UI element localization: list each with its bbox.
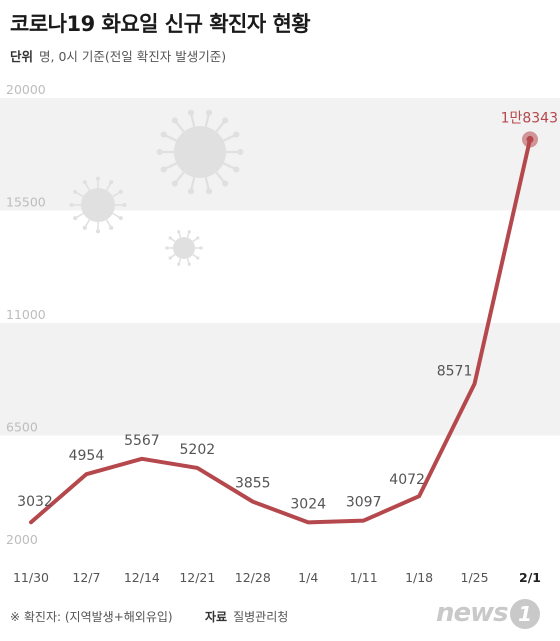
x-tick-label: 2/1 bbox=[519, 570, 541, 585]
x-tick-label: 12/21 bbox=[179, 570, 215, 585]
unit-line: 단위 명, 0시 기준(전일 확진자 발생기준) bbox=[10, 46, 226, 65]
series-line-layer bbox=[29, 131, 538, 525]
data-label: 3032 bbox=[17, 494, 53, 510]
y-tick-label: 11000 bbox=[6, 307, 46, 322]
data-label: 4072 bbox=[389, 472, 425, 488]
y-tick-label: 2000 bbox=[6, 532, 38, 547]
y-tick-label: 15500 bbox=[6, 195, 46, 210]
x-axis-ticks: 11/30 12/7 12/14 12/21 12/28 1/4 1/11 1/18 1/25 2… bbox=[13, 570, 541, 585]
grid-band bbox=[0, 323, 560, 436]
unit-label: 단위 bbox=[10, 49, 34, 64]
logo-badge: 1 bbox=[509, 598, 540, 629]
news1-logo: news 1 bbox=[436, 598, 540, 629]
x-tick-label: 12/28 bbox=[235, 570, 271, 585]
x-tick-label: 1/18 bbox=[405, 570, 433, 585]
x-tick-label: 1/11 bbox=[350, 570, 378, 585]
data-label: 5567 bbox=[124, 433, 160, 449]
x-tick-label: 1/4 bbox=[298, 570, 318, 585]
y-tick-label: 6500 bbox=[6, 420, 38, 435]
data-label: 1만8343 bbox=[501, 110, 558, 126]
grid-band bbox=[0, 98, 560, 211]
data-label: 5202 bbox=[180, 442, 216, 458]
source-text: 질병관리청 bbox=[233, 610, 289, 624]
source-label: 자료 bbox=[205, 610, 228, 624]
data-label: 3024 bbox=[290, 496, 326, 512]
x-tick-label: 1/25 bbox=[461, 570, 489, 585]
virus-icon bbox=[156, 109, 244, 195]
data-label: 3855 bbox=[235, 476, 271, 492]
x-tick-label: 12/14 bbox=[124, 570, 160, 585]
data-label: 8571 bbox=[437, 364, 473, 380]
logo-text: news bbox=[436, 598, 509, 628]
x-tick-label: 11/30 bbox=[13, 570, 49, 585]
source-line: 자료 질병관리청 bbox=[205, 608, 288, 625]
virus-illustration bbox=[69, 109, 244, 266]
page-title: 코로나19 화요일 신규 확진자 현황 bbox=[10, 12, 311, 36]
series-line bbox=[29, 137, 532, 525]
x-tick-label: 12/7 bbox=[72, 570, 100, 585]
data-label: 3097 bbox=[346, 495, 382, 511]
data-label: 4954 bbox=[69, 448, 105, 464]
footnote: ※ 확진자: (지역발생+해외유입) bbox=[10, 610, 173, 624]
line-chart: 2000 6500 11000 15500 20000 3032 4954 5567 5202… bbox=[0, 82, 560, 585]
unit-text: 명, 0시 기준(전일 확진자 발생기준) bbox=[39, 49, 227, 64]
virus-icon bbox=[165, 230, 203, 266]
y-axis-ticks: 2000 6500 11000 15500 20000 bbox=[6, 82, 46, 547]
virus-icon bbox=[69, 176, 127, 234]
last-point-dot bbox=[526, 135, 534, 143]
data-labels: 3032 4954 5567 5202 3855 3024 3097 4072 8571 1만83… bbox=[17, 110, 558, 512]
y-tick-label: 20000 bbox=[6, 82, 46, 97]
